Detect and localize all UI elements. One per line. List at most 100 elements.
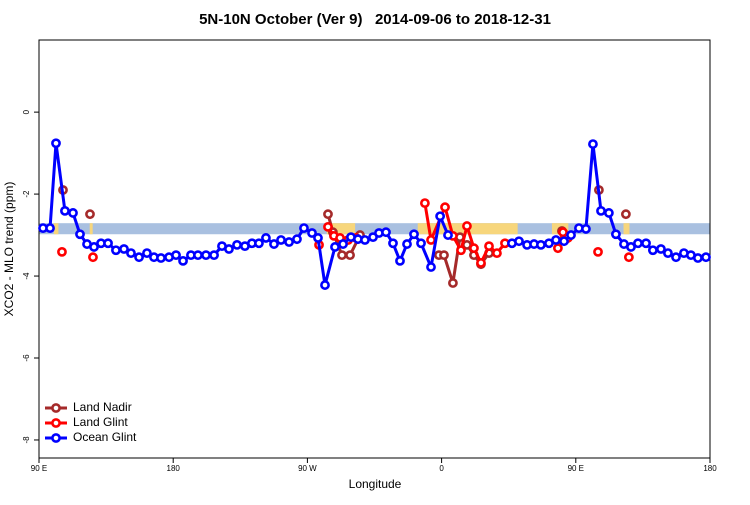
data-point	[360, 235, 370, 245]
data-point	[641, 238, 651, 249]
data-point	[419, 198, 430, 209]
data-point	[593, 246, 603, 257]
data-point	[178, 255, 188, 266]
shaded-range	[89, 223, 93, 235]
data-point	[103, 238, 113, 249]
data-point	[395, 255, 405, 266]
data-point	[462, 221, 472, 231]
data-point	[611, 229, 621, 240]
data-point	[558, 227, 568, 238]
legend-label: Land Nadir	[73, 400, 132, 414]
data-point	[514, 236, 524, 247]
data-point	[426, 235, 436, 245]
data-point	[633, 238, 643, 249]
data-point	[581, 224, 591, 234]
data-point	[313, 233, 323, 243]
x-tick-label: 90 W	[298, 464, 317, 473]
data-point	[553, 243, 563, 254]
chart-title: 5N-10N October (Ver 9) 2014-09-06 to 201…	[199, 11, 551, 28]
data-point	[254, 238, 264, 249]
data-point	[448, 278, 458, 288]
data-point	[193, 250, 203, 261]
data-point	[323, 221, 333, 232]
data-point	[320, 280, 330, 290]
data-point	[57, 246, 67, 257]
shaded-range	[623, 223, 630, 235]
shaded-range	[326, 223, 356, 235]
data-point	[88, 252, 98, 263]
data-point	[671, 252, 681, 263]
y-axis-label: XCO2 - MLO trend (ppm)	[2, 182, 16, 317]
x-axis-label: Longitude	[349, 477, 402, 491]
data-point	[261, 233, 271, 243]
data-point	[224, 244, 234, 254]
data-point	[492, 248, 502, 258]
data-point	[416, 238, 426, 249]
data-point	[68, 208, 78, 218]
x-tick-label: 90 E	[31, 464, 47, 473]
data-point	[156, 253, 166, 263]
data-point	[284, 237, 294, 247]
data-point	[85, 209, 95, 220]
data-point	[171, 250, 181, 261]
data-point	[621, 209, 631, 220]
data-point	[75, 229, 85, 240]
data-point	[559, 236, 569, 247]
x-tick-label: 90 E	[568, 464, 584, 473]
data-point	[469, 243, 479, 254]
data-point	[623, 252, 634, 263]
data-point	[440, 202, 450, 213]
data-point	[111, 245, 121, 256]
y-tick-label: -4	[22, 272, 31, 280]
data-point	[456, 245, 466, 256]
data-point	[381, 227, 391, 238]
reference-band	[39, 223, 710, 235]
x-tick-label: 0	[439, 464, 444, 473]
legend-label: Land Glint	[73, 415, 128, 429]
data-point	[476, 258, 486, 268]
data-point	[536, 240, 546, 250]
data-point	[409, 229, 419, 240]
data-point	[484, 241, 494, 252]
legend-marker	[51, 433, 61, 443]
y-tick-label: -2	[22, 190, 31, 198]
data-point	[323, 209, 333, 220]
data-point	[51, 138, 61, 149]
data-point	[276, 235, 286, 245]
data-point	[402, 239, 412, 249]
data-point	[134, 252, 144, 263]
data-point	[566, 230, 576, 240]
data-point	[388, 238, 398, 249]
data-point	[209, 250, 219, 261]
data-point	[201, 250, 211, 261]
x-tick-label: 180	[703, 464, 717, 473]
data-point	[269, 239, 279, 249]
data-point	[126, 248, 136, 258]
data-point	[443, 230, 453, 240]
legend-marker	[51, 403, 61, 413]
data-point	[693, 253, 703, 263]
data-point	[299, 223, 309, 233]
data-point	[596, 205, 606, 216]
data-point	[439, 250, 449, 261]
data-point	[656, 244, 666, 254]
data-point	[292, 234, 302, 245]
legend-marker	[51, 418, 61, 428]
data-point	[647, 245, 658, 256]
x-tick-label: 180	[167, 464, 181, 473]
y-tick-label: -8	[22, 436, 31, 444]
data-point	[663, 248, 673, 258]
data-point	[551, 235, 561, 245]
y-tick-label: 0	[22, 109, 31, 114]
data-point	[337, 250, 347, 261]
data-point	[345, 250, 355, 261]
data-point	[604, 208, 614, 218]
data-point	[45, 223, 55, 233]
data-point	[119, 244, 129, 254]
data-point	[307, 228, 317, 238]
y-tick-label: -6	[22, 354, 31, 362]
data-point	[89, 242, 99, 252]
data-point	[626, 242, 636, 252]
